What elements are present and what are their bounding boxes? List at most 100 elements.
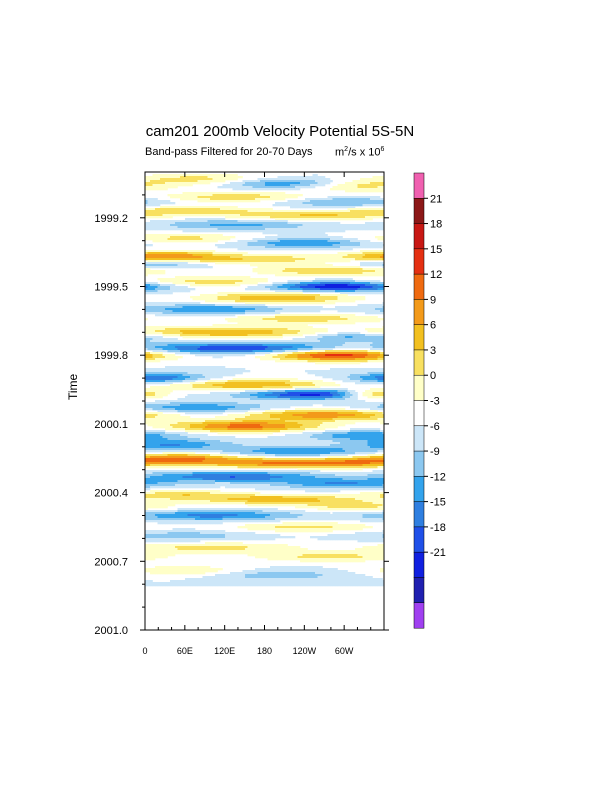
heatmap-cell <box>295 282 298 285</box>
heatmap-cell <box>267 226 271 229</box>
heatmap-cell <box>295 284 298 287</box>
heatmap-cell <box>332 228 336 231</box>
heatmap-cell <box>382 182 384 185</box>
heatmap-cell <box>255 258 258 261</box>
heatmap-cell <box>215 296 218 299</box>
heatmap-cell <box>270 242 273 245</box>
heatmap-cell <box>275 222 278 225</box>
heatmap-cell <box>350 254 353 257</box>
heatmap-cell <box>215 262 218 265</box>
heatmap-cell <box>302 280 306 283</box>
heatmap-cell <box>342 316 346 319</box>
heatmap-cell <box>167 222 171 225</box>
heatmap-cell <box>335 224 338 227</box>
heatmap-cell <box>290 218 293 221</box>
heatmap-cell <box>167 180 171 183</box>
heatmap-cell <box>177 304 181 307</box>
heatmap-cell <box>325 272 328 275</box>
heatmap-cell <box>320 262 323 265</box>
heatmap-cell <box>360 244 363 247</box>
heatmap-cell <box>292 298 296 301</box>
heatmap-cell <box>235 206 238 209</box>
heatmap-cell <box>200 192 203 195</box>
heatmap-cell <box>227 292 231 295</box>
heatmap-cell <box>297 258 301 261</box>
heatmap-cell <box>345 186 348 189</box>
heatmap-cell <box>277 220 281 223</box>
heatmap-cell <box>227 186 231 189</box>
heatmap-cell <box>367 188 371 191</box>
heatmap-cell <box>270 178 273 181</box>
heatmap-cell <box>185 240 188 243</box>
heatmap-cell <box>357 182 361 185</box>
heatmap-cell <box>305 302 308 305</box>
heatmap-cell <box>292 314 296 317</box>
heatmap-cell <box>337 286 341 289</box>
heatmap-cell <box>277 312 281 315</box>
heatmap-cell <box>357 190 361 193</box>
heatmap-cell <box>290 272 293 275</box>
heatmap-cell <box>212 176 216 179</box>
heatmap-cell <box>275 300 278 303</box>
heatmap-cell <box>222 226 226 229</box>
heatmap-cell <box>337 248 341 251</box>
heatmap-cell <box>240 214 243 217</box>
heatmap-cell <box>205 256 208 259</box>
heatmap-cell <box>250 194 253 197</box>
heatmap-cell <box>195 218 198 221</box>
heatmap-cell <box>200 312 203 315</box>
heatmap-cell <box>235 196 238 199</box>
heatmap-cell <box>267 264 271 267</box>
heatmap-cell <box>310 264 313 267</box>
heatmap-cell <box>280 262 283 265</box>
heatmap-cell <box>372 224 376 227</box>
heatmap-cell <box>155 220 158 223</box>
heatmap-cell <box>160 186 163 189</box>
heatmap-cell <box>297 214 301 217</box>
heatmap-cell <box>225 178 228 181</box>
heatmap-cell <box>255 318 258 321</box>
heatmap-cell <box>282 316 286 319</box>
heatmap-cell <box>367 280 371 283</box>
heatmap-cell <box>357 186 361 189</box>
heatmap-cell <box>160 222 163 225</box>
heatmap-cell <box>225 186 228 189</box>
heatmap-cell <box>362 244 366 247</box>
heatmap-cell <box>272 236 276 239</box>
heatmap-cell <box>145 180 148 183</box>
heatmap-cell <box>260 194 263 197</box>
units-label: m2/s x 106 <box>335 146 384 159</box>
heatmap-cell <box>152 200 156 203</box>
heatmap-cell <box>222 194 226 197</box>
heatmap-cell <box>312 230 316 233</box>
heatmap-cell <box>362 204 366 207</box>
heatmap-cell <box>320 244 323 247</box>
heatmap-cell <box>267 184 271 187</box>
heatmap-cell <box>262 300 266 303</box>
heatmap-cell <box>282 216 286 219</box>
heatmap-cell <box>175 240 178 243</box>
heatmap-cell <box>187 236 191 239</box>
heatmap-cell <box>350 242 353 245</box>
heatmap-cell <box>287 308 291 311</box>
heatmap-cell <box>352 214 356 217</box>
heatmap-cell <box>192 222 196 225</box>
heatmap-cell <box>302 260 306 263</box>
heatmap-cell <box>330 248 333 251</box>
heatmap-cell <box>290 210 293 213</box>
heatmap-cell <box>190 254 193 257</box>
heatmap-cell <box>307 262 311 265</box>
heatmap-cell <box>367 208 371 211</box>
heatmap-cell <box>280 268 283 271</box>
heatmap-cell <box>270 298 273 301</box>
heatmap-cell <box>250 184 253 187</box>
heatmap-cell <box>270 230 273 233</box>
heatmap-cell <box>212 308 216 311</box>
heatmap-cell <box>192 178 196 181</box>
heatmap-cell <box>220 292 223 295</box>
heatmap-cell <box>250 180 253 183</box>
heatmap-cell <box>322 180 326 183</box>
heatmap-cell <box>150 272 153 275</box>
heatmap-cell <box>197 258 201 261</box>
heatmap-cell <box>285 246 288 249</box>
